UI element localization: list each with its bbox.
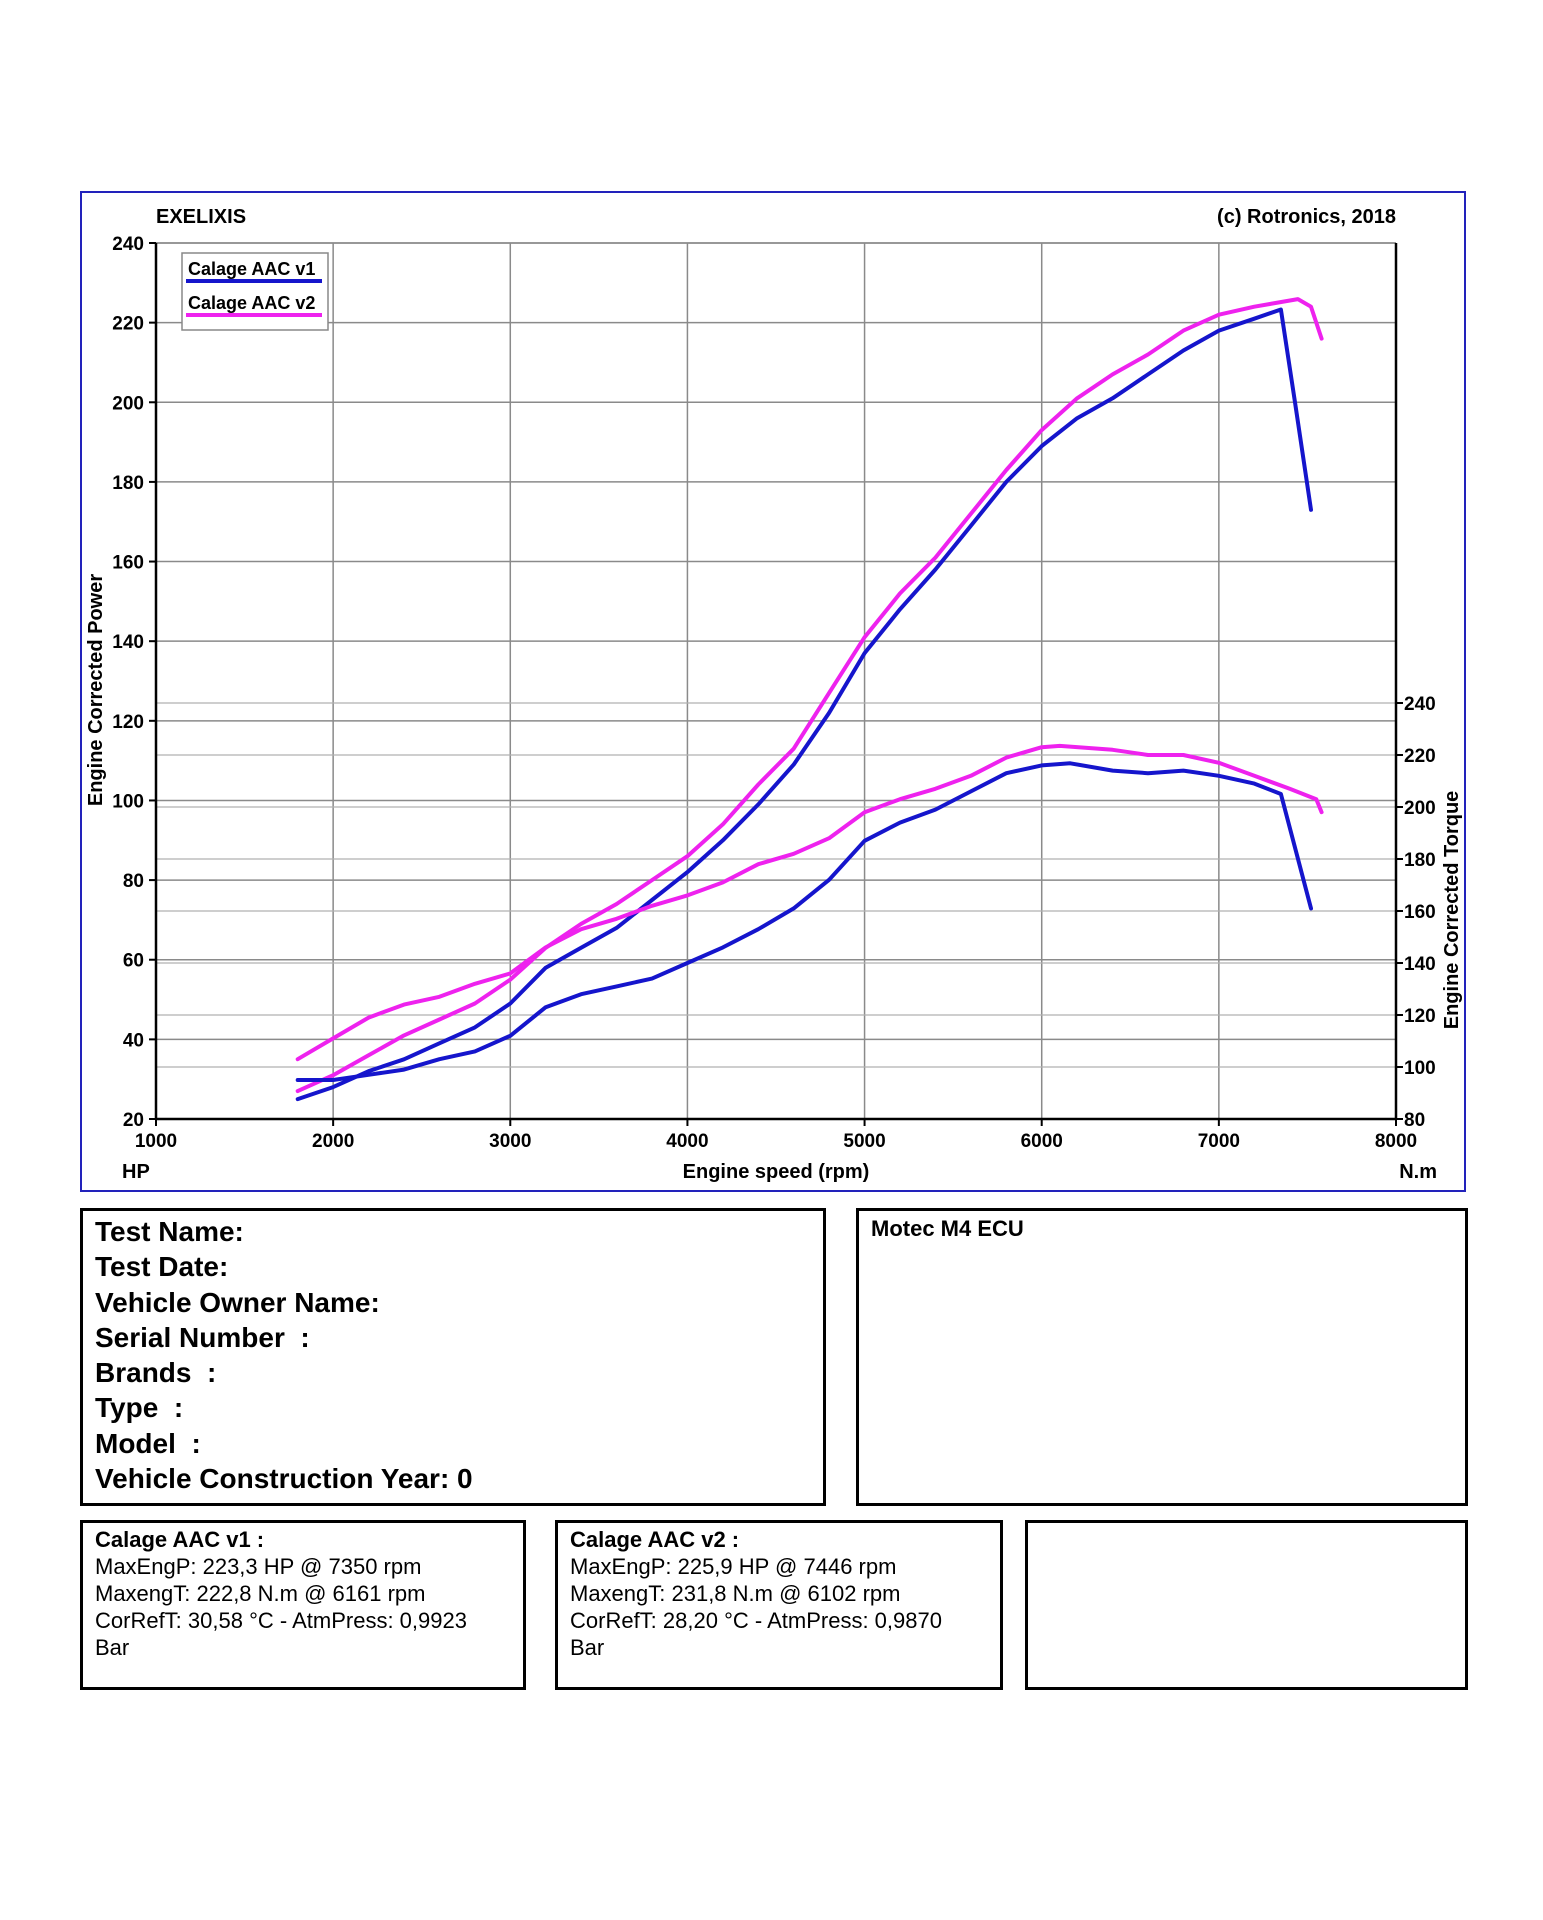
chart-header-left: EXELIXIS [156,206,246,228]
x-unit-right: N.m [1399,1161,1437,1183]
y-tick-label-left: 20 [123,1110,144,1131]
y-tick-label-left: 240 [112,234,144,255]
model-label: Model : [95,1427,201,1459]
test-name-label: Test Name: [95,1216,244,1247]
y-tick-label-left: 220 [112,314,144,335]
run-summary-v2: Calage AAC v2 : MaxEngP: 225,9 HP @ 7446… [555,1520,1003,1690]
y-tick-label-left: 40 [123,1030,144,1051]
ecu-panel: Motec M4 ECU [856,1208,1468,1506]
left-axis-title: Engine Corrected Power [85,574,107,806]
x-tick-label: 4000 [666,1131,708,1152]
series-line-power-calage-aac-v1 [295,307,1313,1102]
y-tick-label-left: 80 [123,871,144,892]
legend-box [181,252,329,331]
run-max-torque: MaxengT: 222,8 N.m @ 6161 rpm [95,1581,426,1606]
vehicle-owner-label: Vehicle Owner Name: [95,1286,380,1318]
dyno-chart-frame: 1000 2000 3000 4000 5000 6000 7000 8000 20 40 60 80… [80,191,1466,1192]
run-conditions: CorRefT: 30,58 °C - AtmPress: 0,9923 [95,1608,467,1633]
serial-number-label: Serial Number : [95,1321,310,1353]
type-label: Type : [95,1392,184,1424]
construction-year-label: Vehicle Construction Year: 0 [95,1463,473,1495]
run-conditions: CorRefT: 28,20 °C - AtmPress: 0,9870 [570,1608,942,1633]
y-tick-label-left: 140 [112,632,144,653]
series-lines [295,297,1324,1102]
y-tick-label-right: 240 [1404,694,1436,715]
y-tick-label-right: 80 [1404,1110,1425,1131]
run-conditions-unit: Bar [95,1635,130,1660]
series-line-power-calage-aac-v2 [295,297,1324,1094]
chart-header-right: (c) Rotronics, 2018 [1217,206,1396,228]
run-max-power: MaxEngP: 223,3 HP @ 7350 rpm [95,1554,422,1579]
y-tick-label-left: 180 [112,473,144,494]
y-tick-label-right: 200 [1404,798,1436,819]
x-tick-label: 1000 [135,1131,177,1152]
run-summary-v1: Calage AAC v1 : MaxEngP: 223,3 HP @ 7350… [80,1520,526,1690]
series-line-torque-calage-aac-v1 [295,761,1313,1082]
y-tick-label-left: 160 [112,553,144,574]
y-tick-label-left: 60 [123,951,144,972]
right-axis-title: Engine Corrected Torque [1441,791,1463,1030]
grid [156,242,1396,1119]
x-tick-label: 2000 [312,1131,354,1152]
dyno-chart: 1000 2000 3000 4000 5000 6000 7000 8000 20 40 60 80… [85,206,1463,1183]
run-max-torque: MaxengT: 231,8 N.m @ 6102 rpm [570,1581,901,1606]
legend: Calage AAC v1 Calage AAC v2 [181,252,329,331]
run-conditions-unit: Bar [570,1635,605,1660]
run-summary-empty [1025,1520,1468,1690]
y-tick-label-right: 100 [1404,1058,1436,1079]
y-tick-label-right: 140 [1404,954,1436,975]
y-tick-label-right: 220 [1404,746,1436,767]
brands-label: Brands : [95,1357,217,1389]
x-tick-label: 7000 [1198,1131,1240,1152]
y-tick-label-left: 200 [112,393,144,414]
x-unit-left: HP [122,1161,150,1183]
y-tick-label-right: 180 [1404,850,1436,871]
x-tick-label: 6000 [1021,1131,1063,1152]
x-axis-title: Engine speed (rpm) [683,1161,870,1183]
test-info-panel: Test Name: Test Date: Vehicle Owner Name… [80,1208,826,1506]
run-title: Calage AAC v1 : [95,1527,265,1552]
y-tick-label-left: 120 [112,712,144,733]
series-line-torque-calage-aac-v2 [295,743,1324,1062]
ecu-label: Motec M4 ECU [871,1216,1024,1241]
x-tick-label: 5000 [843,1131,885,1152]
run-max-power: MaxEngP: 225,9 HP @ 7446 rpm [570,1554,897,1579]
legend-label-v2: Calage AAC v2 [188,293,315,313]
x-tick-label: 8000 [1375,1131,1417,1152]
test-date-label: Test Date: [95,1251,229,1283]
x-tick-label: 3000 [489,1131,531,1152]
y-tick-label-right: 160 [1404,902,1436,923]
y-tick-label-right: 120 [1404,1006,1436,1027]
y-tick-label-left: 100 [112,791,144,812]
legend-label-v1: Calage AAC v1 [188,259,315,279]
axes [154,243,1398,1121]
tick-labels: 1000 2000 3000 4000 5000 6000 7000 8000 20 40 60 80… [112,234,1435,1152]
run-title: Calage AAC v2 : [570,1527,740,1552]
